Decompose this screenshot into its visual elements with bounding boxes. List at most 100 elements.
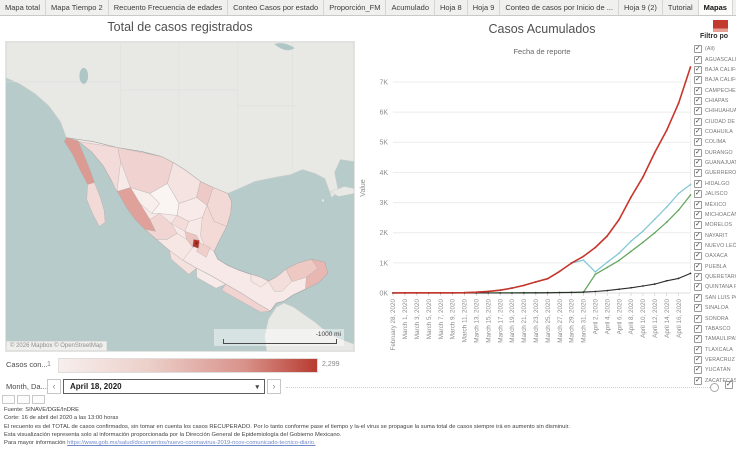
checkbox-morelos[interactable]: [694, 220, 702, 230]
filter-item-baja-california[interactable]: BAJA CALIFORNIA: [694, 65, 736, 75]
checkbox-tabasco[interactable]: [694, 324, 702, 333]
filter-item-nayarit[interactable]: NAYARIT: [694, 230, 736, 240]
filter-item-sinaloa[interactable]: SINALOA: [694, 303, 736, 313]
footer-link[interactable]: https://www.gob.mx/salud/documentos/nuev…: [67, 440, 316, 447]
filter-item-chihuahua[interactable]: CHIHUAHUA: [694, 106, 736, 116]
filter-item-hidalgo[interactable]: HIDALGO: [694, 179, 736, 189]
checkbox-aguascalientes[interactable]: [694, 55, 702, 64]
filter-item-san-luis-potos[interactable]: SAN LUIS POTOSÍ: [694, 293, 736, 303]
slider-checkbox[interactable]: [725, 380, 733, 389]
checkbox-guerrero[interactable]: [694, 168, 702, 178]
filter-item-nuevo-le-n[interactable]: NUEVO LEÓN: [694, 241, 736, 251]
filter-item-sonora[interactable]: SONORA: [694, 313, 736, 323]
checkbox-baja-california-sur[interactable]: [694, 75, 702, 85]
checkbox-sinaloa[interactable]: [694, 303, 702, 313]
checkbox-coahuila[interactable]: [694, 127, 702, 137]
filter-item-guerrero[interactable]: GUERRERO: [694, 168, 736, 178]
checkbox-san-luis-potos[interactable]: [694, 293, 702, 302]
tab-tutorial[interactable]: Tutorial: [663, 0, 699, 15]
filter-item-m-xico[interactable]: MÉXICO: [694, 199, 736, 209]
checkbox-sonora[interactable]: [694, 314, 702, 323]
checkbox-all[interactable]: [694, 44, 702, 54]
filter-item-queretaro[interactable]: QUERETARO: [694, 272, 736, 282]
color-legend-gradient[interactable]: [58, 358, 318, 373]
checkbox-ciudad-de-m-xico[interactable]: [694, 117, 702, 126]
filter-item-michoac-n[interactable]: MICHOACÁN: [694, 210, 736, 220]
filter-item-jalisco[interactable]: JALISCO: [694, 189, 736, 199]
checkbox-zacatecas[interactable]: [694, 376, 702, 385]
checkbox-m-xico[interactable]: [694, 200, 702, 209]
checkbox-michoac-n[interactable]: [694, 210, 702, 219]
cumulative-cases-line-chart[interactable]: 0K 1K 2K 3K 4K 5K 6K 7K February 28, 2020 March 1…: [355, 60, 694, 372]
filter-item-yucat-n[interactable]: YUCATÁN: [694, 365, 736, 375]
checkbox-puebla[interactable]: [694, 262, 702, 271]
checkbox-colima[interactable]: [694, 137, 702, 147]
date-dropdown[interactable]: April 18, 2020 ▾: [63, 379, 265, 394]
filter-label: BAJA CALIFORNIA SUR: [705, 77, 736, 84]
filter-item-aguascalientes[interactable]: AGUASCALIENTES: [694, 54, 736, 64]
filter-label: AGUASCALIENTES: [705, 56, 736, 63]
checkbox-queretaro[interactable]: [694, 272, 702, 282]
filter-item-ciudad-de-m-xico[interactable]: CIUDAD DE MÉXICO: [694, 117, 736, 127]
filter-item-durango[interactable]: DURANGO: [694, 148, 736, 158]
checkbox-yucat-n[interactable]: [694, 365, 702, 375]
tab-mapa-tiempo-2[interactable]: Mapa Tiempo 2: [46, 0, 109, 15]
filter-item-zacatecas[interactable]: ZACATECAS: [694, 376, 736, 386]
filter-label: YUCATÁN: [705, 367, 731, 374]
filter-item-coahuila[interactable]: COAHUILA: [694, 127, 736, 137]
filter-item-tlaxcala[interactable]: TLAXCALA: [694, 344, 736, 354]
date-next-button[interactable]: ›: [267, 379, 281, 394]
map-attribution[interactable]: © 2026 Mapbox © OpenStreetMap: [6, 341, 107, 351]
filter-item-tamaulipas[interactable]: TAMAULIPAS: [694, 334, 736, 344]
filter-item-guanajuato[interactable]: GUANAJUATO: [694, 158, 736, 168]
checkbox-durango[interactable]: [694, 148, 702, 157]
tab-mapas[interactable]: Mapas: [698, 0, 733, 15]
checkbox-jalisco[interactable]: [694, 189, 702, 199]
date-slider-handle[interactable]: [710, 383, 719, 392]
checkbox-veracruz[interactable]: [694, 355, 702, 364]
filter-label: NAYARIT: [705, 232, 728, 239]
playback-button-1[interactable]: [2, 395, 15, 404]
tab-hoja-9[interactable]: Hoja 9: [468, 0, 501, 15]
filter-item-chiapas[interactable]: CHIAPAS: [694, 96, 736, 106]
playback-button-2[interactable]: [17, 395, 30, 404]
footer-source: Fuente: SINAVE/DGE/InDRE: [4, 407, 79, 413]
tab-proporci-n-fm[interactable]: Proporción_FM: [324, 0, 387, 15]
checkbox-nuevo-le-n[interactable]: [694, 241, 702, 250]
filter-item-campeche[interactable]: CAMPECHE: [694, 85, 736, 95]
filter-item-tabasco[interactable]: TABASCO: [694, 324, 736, 334]
filter-label: VERACRUZ: [705, 356, 735, 363]
checkbox-hidalgo[interactable]: [694, 179, 702, 188]
mexico-choropleth-map[interactable]: -1000 mi © 2026 Mapbox © OpenStreetMap: [5, 41, 355, 352]
checkbox-nayarit[interactable]: [694, 231, 702, 240]
playback-button-3[interactable]: [32, 395, 45, 404]
filter-item-quintana-roo[interactable]: QUINTANA ROO: [694, 282, 736, 292]
date-slider-track[interactable]: [286, 387, 714, 388]
tab-mapa-total[interactable]: Mapa total: [0, 0, 47, 15]
checkbox-tlaxcala[interactable]: [694, 345, 702, 354]
checkbox-quintana-roo[interactable]: [694, 282, 702, 292]
filter-item-oaxaca[interactable]: OAXACA: [694, 251, 736, 261]
filter-item-baja-california-sur[interactable]: BAJA CALIFORNIA SUR: [694, 75, 736, 85]
tab-conteo-casos-por-estado[interactable]: Conteo Casos por estado: [228, 0, 325, 15]
filter-item-all[interactable]: (All): [694, 44, 736, 54]
tab-hoja-8[interactable]: Hoja 8: [435, 0, 468, 15]
checkbox-guanajuato[interactable]: [694, 158, 702, 168]
tab-hoja-9-2[interactable]: Hoja 9 (2): [619, 0, 663, 15]
tab-conteo-de-casos-por-inicio-de[interactable]: Conteo de casos por Inicio de ...: [500, 0, 619, 15]
checkbox-chihuahua[interactable]: [694, 106, 702, 116]
date-prev-button[interactable]: ‹: [47, 379, 61, 394]
checkbox-tamaulipas[interactable]: [694, 334, 702, 344]
filter-item-colima[interactable]: COLIMA: [694, 137, 736, 147]
tab-recuento-frecuencia-de-edades[interactable]: Recuento Frecuencia de edades: [109, 0, 229, 15]
checkbox-chiapas[interactable]: [694, 96, 702, 105]
checkbox-oaxaca[interactable]: [694, 251, 702, 261]
filter-item-morelos[interactable]: MORELOS: [694, 220, 736, 230]
svg-text:March 5, 2020: March 5, 2020: [426, 299, 433, 340]
checkbox-campeche[interactable]: [694, 86, 702, 95]
tab-acumulado[interactable]: Acumulado: [386, 0, 436, 15]
checkbox-baja-california[interactable]: [694, 65, 702, 74]
filter-item-veracruz[interactable]: VERACRUZ: [694, 355, 736, 365]
svg-text:March 19, 2020: March 19, 2020: [509, 299, 516, 343]
filter-item-puebla[interactable]: PUEBLA: [694, 262, 736, 272]
